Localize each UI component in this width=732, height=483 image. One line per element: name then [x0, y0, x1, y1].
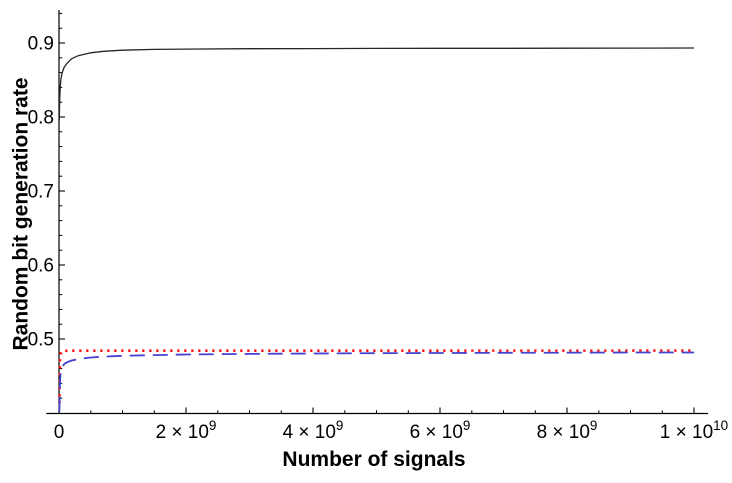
x-tick-label: 2 × 109 — [156, 418, 217, 443]
y-tick-label: 0.7 — [28, 182, 54, 203]
x-tick-label: 4 × 109 — [283, 418, 344, 443]
y-axis-title: Random bit generation rate — [9, 77, 33, 351]
x-axis-title: Number of signals — [282, 448, 466, 471]
blue-dashed-rate-curve — [58, 351, 694, 412]
y-tick-label: 0.8 — [28, 108, 54, 129]
y-tick-label: 0.9 — [28, 34, 54, 55]
x-tick-label: 0 — [54, 422, 65, 443]
y-tick-label: 0.6 — [28, 256, 54, 277]
black-solid-rate-curve — [58, 47, 695, 121]
red-dotted-asymptote-line — [58, 349, 695, 404]
x-tick-label: 1 × 1010 — [660, 418, 728, 443]
y-tick-label: 0.5 — [28, 330, 54, 351]
x-tick-label: 6 × 109 — [410, 418, 471, 443]
x-tick-label: 8 × 109 — [537, 418, 598, 443]
